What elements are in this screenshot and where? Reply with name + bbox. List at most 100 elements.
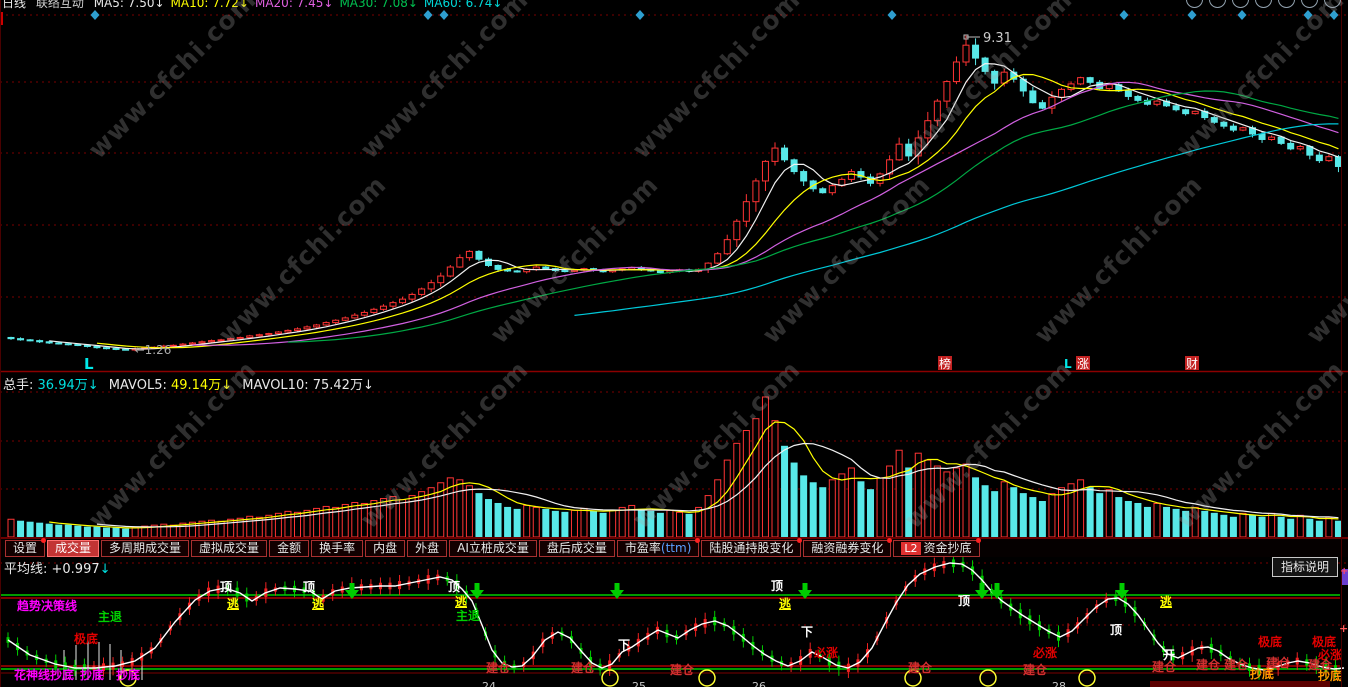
tab-AI立桩成交量[interactable]: AI立桩成交量 [449,539,537,557]
down-arrow-icon: ↓ [99,562,111,577]
signal-label: 主退 [98,610,123,624]
notification-dot [695,537,701,543]
signal-label: 必涨 [814,646,839,660]
signal-label: 顶 [220,580,233,594]
mavol5-value: 49.14万 [170,378,222,393]
tab-陆股通持股变化[interactable]: 陆股通持股变化 [701,537,803,557]
signal-label: 建仓 [486,661,511,675]
main-candlestick-chart[interactable]: 9.31 ←1.26 L L 榜 涨 财 [0,0,1348,373]
axis-label: 28 [1052,680,1066,687]
tab-融资融券变化[interactable]: 融资融券变化 [803,537,893,557]
down-arrow-icon: ↓ [87,378,99,393]
signal-label: 顶 [958,594,971,608]
volume-total-value: 36.94万 [37,378,88,393]
signal-label: 下 [618,638,631,652]
toolbar-icon[interactable] [1209,0,1226,8]
signal-label: 建仓 [1152,660,1177,674]
svg-text:←1.26: ←1.26 [135,343,172,357]
notification-dot [887,537,893,543]
toolbar-icon[interactable] [1324,0,1341,8]
signal-label: 逃 [312,597,325,611]
signal-label: 建仓 [1224,658,1249,672]
signal-label: 逃 [227,597,240,611]
l2-badge: L2 [901,541,921,555]
tab-成交量[interactable]: 成交量 [47,539,100,557]
date-highlight-bar [1150,681,1330,687]
period-label: 日线 [2,0,27,10]
volume-header: 总手: 36.94万↓ MAVOL5: 49.14万↓ MAVOL10: 75.… [3,374,374,393]
right-border [1341,0,1342,687]
toolbar-icon[interactable] [1301,0,1318,8]
indicator-chart[interactable] [0,557,1348,687]
tab-换手率[interactable]: 换手率 [311,539,364,557]
tab-盘后成交量[interactable]: 盘后成交量 [538,539,615,557]
signal-label: 下 [801,625,814,639]
mavol5-label: MAVOL5: [108,378,171,393]
left-border [0,0,1,687]
signal-label: 顶 [448,580,461,594]
signal-label: 趋势决策线 [17,599,78,613]
signal-label: 建仓 [1196,658,1221,672]
signal-label: 建仓 [1266,656,1291,670]
signal-label: 必涨 [1318,648,1343,662]
signal-label: 逃 [455,595,468,609]
signal-label: 极底 [74,632,99,646]
indicator-header: 平均线: +0.997↓ [4,558,111,577]
svg-text:9.31: 9.31 [983,31,1012,46]
chart-header: 日线 联络互动 MA5: 7.50↓ MA10: 7.72↓ MA20: 7.45↓… [2,0,514,10]
signal-label: 顶 [771,579,784,593]
signal-label: 抄底 [116,668,141,682]
mavol10-value: 75.42万 [312,378,363,393]
ma-label: MA5: 7.50↓ [93,0,165,10]
average-line-value: +0.997 [51,562,100,577]
signal-label: 开 [1163,648,1176,662]
signal-label: 极底 [1258,635,1283,649]
tab-多周期成交量[interactable]: 多周期成交量 [101,539,190,557]
signal-label: 建仓 [1023,663,1048,677]
indicator-help-button[interactable]: 指标说明 [1272,557,1338,577]
signal-label: 逃 [779,597,792,611]
ma-value-labels: MA5: 7.50↓ MA10: 7.72↓ MA20: 7.45↓ MA30: 7.… [94,0,509,10]
signal-label: 逃 [1160,595,1173,609]
window-toolbar [1186,0,1341,8]
link-mode-label[interactable]: 联络互动 [35,0,84,10]
signal-label: 建仓 [670,663,695,677]
down-arrow-icon: ↓ [221,378,233,393]
toolbar-icon[interactable] [1232,0,1249,8]
tab-虚拟成交量[interactable]: 虚拟成交量 [191,539,268,557]
ma-label: MA30: 7.08↓ [339,0,418,10]
toolbar-icon[interactable] [1278,0,1295,8]
tab-市盈率[interactable]: 市盈率(ttm) [616,537,701,557]
volume-total-label: 总手: [3,378,38,393]
axis-label: 26 [752,680,766,687]
indicator-tab-bar: 设置 成交量 多周期成交量 虚拟成交量 金额 换手率 内盘 外盘 AI立桩成交量 盘后成交量 市盈率… [0,537,1348,557]
toolbar-icon[interactable] [1186,0,1203,8]
svg-text:L: L [1064,357,1072,371]
signal-label: 顶 [1110,623,1123,637]
down-arrow-icon: ↓ [362,378,374,393]
svg-text:榜: 榜 [939,356,951,371]
plus-icon: + [1340,566,1348,577]
signal-label: 建仓 [908,661,933,675]
signal-label: 花神线抄底 [14,668,75,682]
tab-资金抄底[interactable]: L2 资金抄底 [893,537,981,557]
tab-金额[interactable]: 金额 [269,539,310,557]
toolbar-icon[interactable] [1255,0,1272,8]
signal-label: 抄底 [1250,667,1275,681]
tab-设置[interactable]: 设置 [5,537,47,557]
signal-label: 建仓 [571,661,596,675]
tab-内盘[interactable]: 内盘 [365,539,406,557]
average-line-label: 平均线: [4,562,52,577]
signal-label: 抄底 [1318,669,1343,683]
volume-bars-chart[interactable] [0,390,1348,538]
signal-label: 建仓 [1308,658,1333,672]
plus-icon: + [1339,622,1348,635]
svg-text:财: 财 [1186,357,1198,371]
notification-dot [41,537,47,543]
ma-label: MA10: 7.72↓ [170,0,249,10]
mavol10-label: MAVOL10: [242,378,313,393]
tab-外盘[interactable]: 外盘 [407,539,448,557]
scroll-marker[interactable] [1342,569,1348,585]
signal-label: 必涨 [1033,646,1058,660]
